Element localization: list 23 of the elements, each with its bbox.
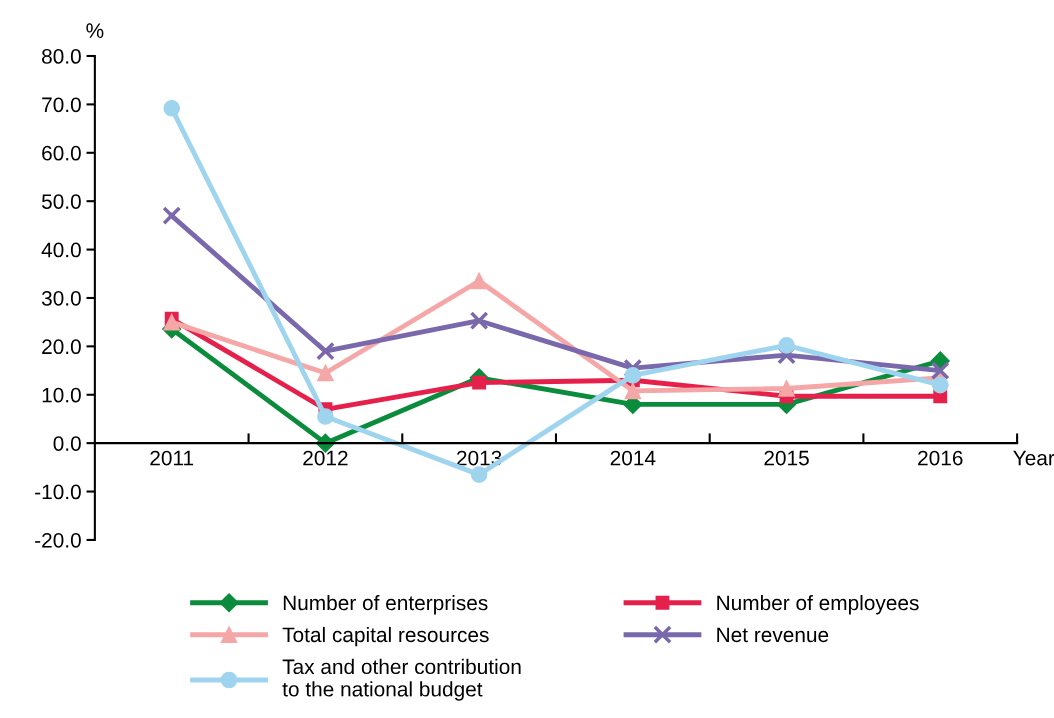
x-tick-label: 2016: [918, 450, 963, 466]
legend-label: Tax and other contribution to the national budget: [282, 658, 521, 701]
y-tick-label: 60.0: [42, 145, 81, 161]
y-tick-label: 0.0: [53, 436, 81, 451]
legend-label: Number of employees: [717, 594, 919, 615]
y-tick-label: 50.0: [41, 194, 81, 209]
y-tick-label: 20.0: [42, 339, 81, 355]
x-tick-label: 2015: [764, 450, 809, 466]
x-tick-label: 2012: [303, 450, 348, 466]
y-tick-label: -10.0: [35, 484, 81, 500]
y-tick-label: 10.0: [42, 387, 81, 403]
y-tick-label: -20.0: [35, 532, 81, 548]
legend-label: Number of enterprises: [283, 594, 488, 615]
x-tick-label: 2011: [150, 450, 194, 466]
legend-label: Total capital resources: [282, 626, 489, 647]
legend-label: Net revenue: [717, 627, 829, 643]
y-axis-title: %: [86, 23, 104, 38]
x-axis-title: Year: [1013, 450, 1054, 466]
x-tick-label: 2014: [610, 450, 656, 466]
y-tick-label: 80.0: [42, 49, 81, 64]
y-tick-label: 70.0: [42, 97, 81, 113]
y-tick-label: 30.0: [41, 290, 81, 306]
y-tick-label: 40.0: [41, 242, 81, 258]
